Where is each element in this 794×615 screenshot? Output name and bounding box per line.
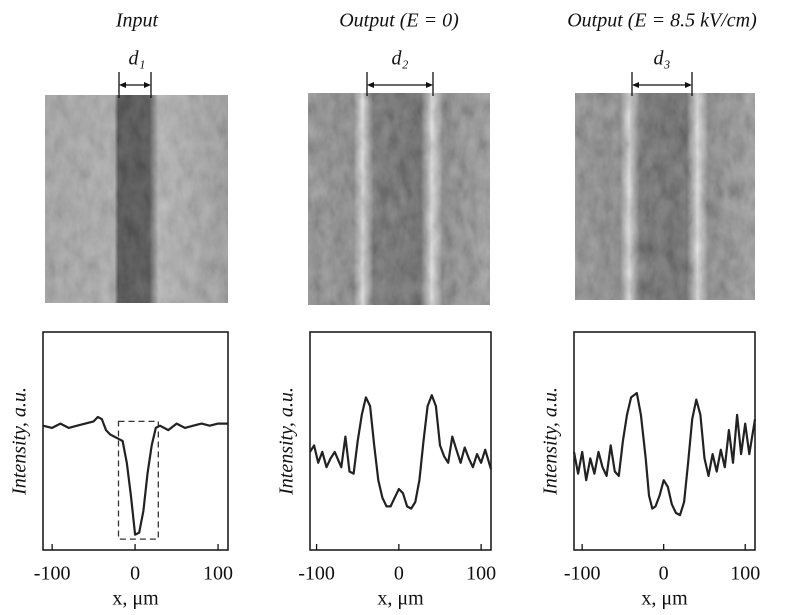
width-arrows	[118, 72, 693, 98]
x-tick-label: -100	[564, 563, 601, 585]
y-axis-label: Intensity, a.u.	[9, 387, 31, 496]
plot-frame	[42, 331, 229, 551]
x-tick-label: 0	[659, 563, 669, 585]
x-tick-label: -100	[34, 563, 71, 585]
plot-frame	[309, 331, 492, 551]
x-tick-label: 0	[130, 563, 140, 585]
width-label: d₁	[129, 48, 146, 70]
intensity-line	[572, 391, 757, 517]
width-label: d₂	[392, 48, 409, 70]
x-tick-label: 0	[394, 563, 404, 585]
x-axis-label: x, μm	[377, 588, 424, 610]
image-input	[45, 95, 228, 303]
x-tick-label: 100	[730, 563, 760, 585]
x-axis-label: x, μm	[641, 588, 688, 610]
y-axis-label: Intensity, a.u.	[540, 387, 562, 496]
x-axis-label: x, μm	[112, 588, 159, 610]
intensity-line	[309, 394, 493, 510]
x-tick-label: 100	[466, 563, 496, 585]
intensity-line	[42, 415, 228, 536]
panel-title: Input	[115, 10, 159, 32]
image-output-0	[308, 93, 490, 305]
x-tick-label: -100	[298, 563, 335, 585]
panel-title: Output (E = 0)	[339, 10, 459, 32]
image-output-field	[575, 93, 755, 300]
y-axis-label: Intensity, a.u.	[276, 387, 298, 496]
width-label: d₃	[654, 48, 671, 70]
x-tick-label: 100	[203, 563, 233, 585]
panel-title: Output (E = 8.5 kV/cm)	[567, 10, 757, 32]
plot-frame	[573, 331, 756, 551]
